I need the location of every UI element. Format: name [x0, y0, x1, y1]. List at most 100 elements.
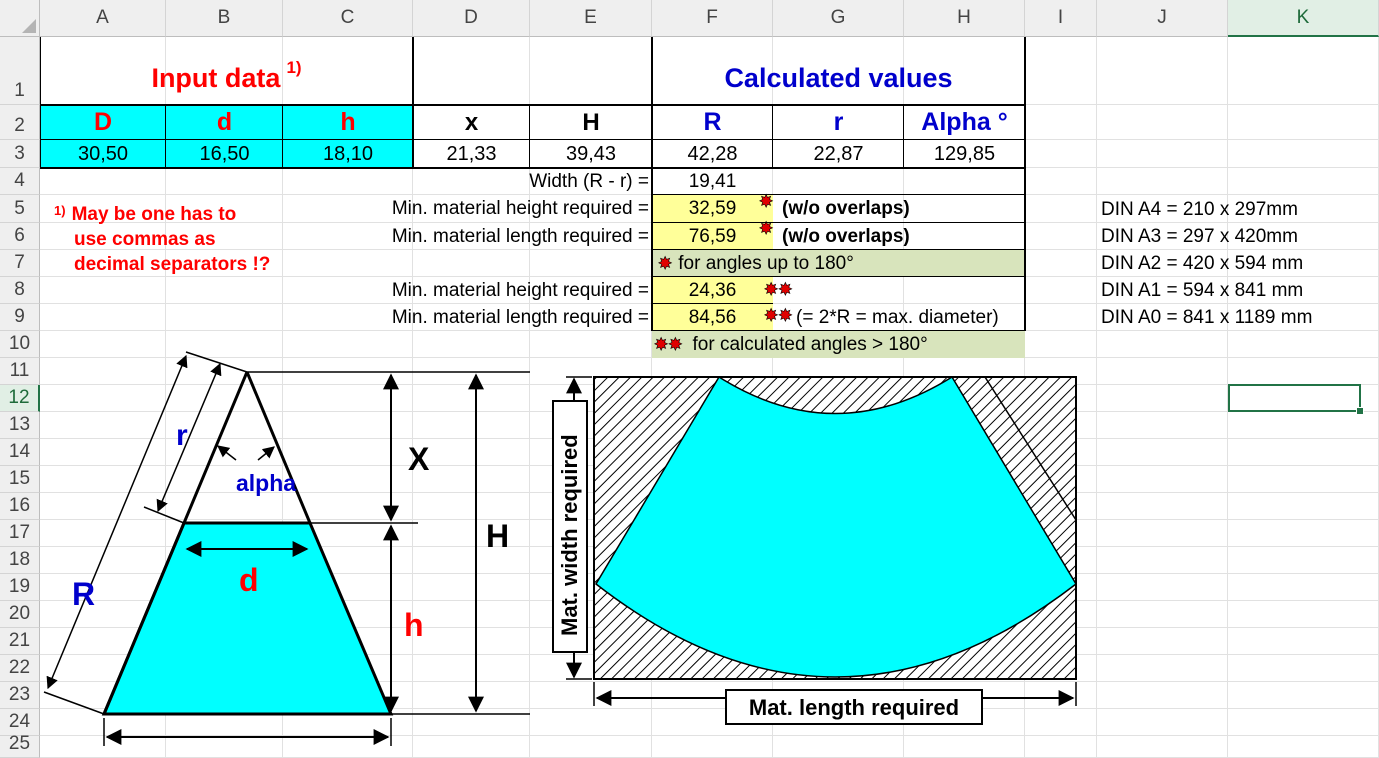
- value-alpha[interactable]: 129,85: [933, 142, 996, 165]
- din-a0[interactable]: DIN A0 = 841 x 1189 mm: [1101, 306, 1313, 328]
- single-star-icon: ✸: [759, 191, 774, 211]
- angles-180-note-text: for angles up to 180°: [678, 252, 854, 274]
- row-header-4[interactable]: 4: [0, 168, 40, 195]
- double-star-icon: ✸✸: [764, 305, 793, 325]
- column-header-J[interactable]: J: [1097, 0, 1228, 37]
- header-alpha[interactable]: Alpha °: [921, 108, 1008, 136]
- value-H[interactable]: 39,43: [565, 142, 617, 165]
- cone-label-X: X: [408, 441, 430, 477]
- row-header-24[interactable]: 24: [0, 709, 40, 736]
- gridline: [412, 37, 413, 758]
- cone-label-h: h: [404, 607, 424, 643]
- gridline: [282, 37, 283, 758]
- min-length-value-2[interactable]: 84,56: [652, 304, 773, 331]
- din-a4[interactable]: DIN A4 = 210 x 297mm: [1101, 198, 1298, 220]
- cone-label-R: R: [72, 576, 95, 612]
- input-data-title-text: Input data: [151, 62, 281, 93]
- cone-label-d: d: [239, 562, 259, 598]
- column-header-I[interactable]: I: [1025, 0, 1097, 37]
- row-header-16[interactable]: 16: [0, 493, 40, 520]
- column-header-K[interactable]: K: [1228, 0, 1379, 37]
- row-header-2[interactable]: 2: [0, 105, 40, 140]
- angles-180-note: ✸ for angles up to 180°: [652, 250, 1025, 277]
- double-star-icon: ✸✸: [654, 335, 683, 354]
- column-header-B[interactable]: B: [166, 0, 283, 37]
- value-d[interactable]: 16,50: [166, 140, 283, 168]
- row-header-19[interactable]: 19: [0, 574, 40, 601]
- input-data-title[interactable]: Input data 1): [40, 37, 413, 105]
- material-layout-diagram: Mat. width required Mat. length required: [552, 375, 1077, 725]
- row-header-7[interactable]: 7: [0, 250, 40, 277]
- row-header-8[interactable]: 8: [0, 277, 40, 304]
- column-header-F[interactable]: F: [652, 0, 773, 37]
- row-header-18[interactable]: 18: [0, 547, 40, 574]
- value-r[interactable]: 22,87: [813, 142, 864, 165]
- mat-length-label: Mat. length required: [749, 695, 959, 720]
- row-header-12[interactable]: 12: [0, 385, 40, 412]
- row-header-20[interactable]: 20: [0, 601, 40, 628]
- header-r[interactable]: r: [833, 108, 844, 136]
- min-height-label-1: Min. material height required =: [391, 198, 649, 219]
- select-all-corner[interactable]: [0, 0, 40, 37]
- row-header-15[interactable]: 15: [0, 466, 40, 493]
- row-header-5[interactable]: 5: [0, 195, 40, 223]
- single-star-icon: ✸: [658, 254, 673, 273]
- mat-width-label: Mat. width required: [557, 434, 582, 636]
- calculated-values-title[interactable]: Calculated values: [652, 37, 1025, 105]
- footnote-line-3: decimal separators !?: [74, 254, 271, 275]
- cone-label-H: H: [486, 518, 509, 554]
- gridline: [1096, 37, 1097, 758]
- row-header-23[interactable]: 23: [0, 682, 40, 709]
- header-x[interactable]: x: [464, 108, 479, 136]
- column-header-E[interactable]: E: [530, 0, 652, 37]
- footnote-line-1: 1) May be one has to: [50, 202, 310, 228]
- din-a1[interactable]: DIN A1 = 594 x 841 mm: [1101, 279, 1304, 301]
- row-header-3[interactable]: 3: [0, 140, 40, 168]
- footnote-line-2: use commas as: [74, 229, 216, 250]
- value-R[interactable]: 42,28: [687, 142, 738, 165]
- header-D[interactable]: D: [40, 105, 166, 140]
- value-h[interactable]: 18,10: [283, 140, 413, 168]
- angles-gt-180-note: ✸✸ for calculated angles > 180°: [652, 331, 1025, 358]
- gridline: [529, 37, 530, 758]
- single-star-icon: ✸: [759, 218, 774, 238]
- header-d[interactable]: d: [166, 105, 283, 140]
- value-x[interactable]: 21,33: [446, 142, 497, 165]
- row-header-25[interactable]: 25: [0, 733, 40, 758]
- gridline: [1227, 37, 1228, 758]
- gridline: [40, 735, 1379, 736]
- din-a3[interactable]: DIN A3 = 297 x 420mm: [1101, 225, 1298, 247]
- header-H[interactable]: H: [582, 108, 600, 136]
- double-star-icon: ✸✸: [764, 279, 793, 299]
- din-a2[interactable]: DIN A2 = 420 x 594 mm: [1101, 252, 1304, 274]
- column-header-C[interactable]: C: [283, 0, 413, 37]
- row-header-22[interactable]: 22: [0, 655, 40, 682]
- footnote-mark: 1): [54, 202, 66, 218]
- min-length-value-1[interactable]: 76,59: [652, 223, 773, 250]
- width-value[interactable]: 19,41: [688, 170, 737, 192]
- row-header-21[interactable]: 21: [0, 628, 40, 655]
- column-header-A[interactable]: A: [40, 0, 166, 37]
- row-header-14[interactable]: 14: [0, 439, 40, 466]
- value-D[interactable]: 30,50: [40, 140, 166, 168]
- header-h[interactable]: h: [283, 105, 413, 140]
- min-length-label-2: Min. material length required =: [391, 306, 649, 328]
- row-header-10[interactable]: 10: [0, 331, 40, 358]
- row-header-11[interactable]: 11: [0, 358, 40, 385]
- row-header-13[interactable]: 13: [0, 412, 40, 439]
- row-header-1[interactable]: 1: [0, 37, 40, 105]
- selected-cell-K12[interactable]: [1228, 384, 1364, 415]
- row-header-9[interactable]: 9: [0, 304, 40, 331]
- input-note-mark: 1): [286, 58, 302, 77]
- column-header-D[interactable]: D: [413, 0, 530, 37]
- column-header-H[interactable]: H: [904, 0, 1025, 37]
- min-height-value-1[interactable]: 32,59: [652, 195, 773, 223]
- column-header-G[interactable]: G: [773, 0, 904, 37]
- row-header-6[interactable]: 6: [0, 223, 40, 250]
- row-header-17[interactable]: 17: [0, 520, 40, 547]
- header-R[interactable]: R: [703, 108, 722, 136]
- gridline: [40, 708, 1379, 709]
- overlaps-note-1: (w/o overlaps): [782, 198, 910, 219]
- min-height-value-2[interactable]: 24,36: [652, 277, 773, 304]
